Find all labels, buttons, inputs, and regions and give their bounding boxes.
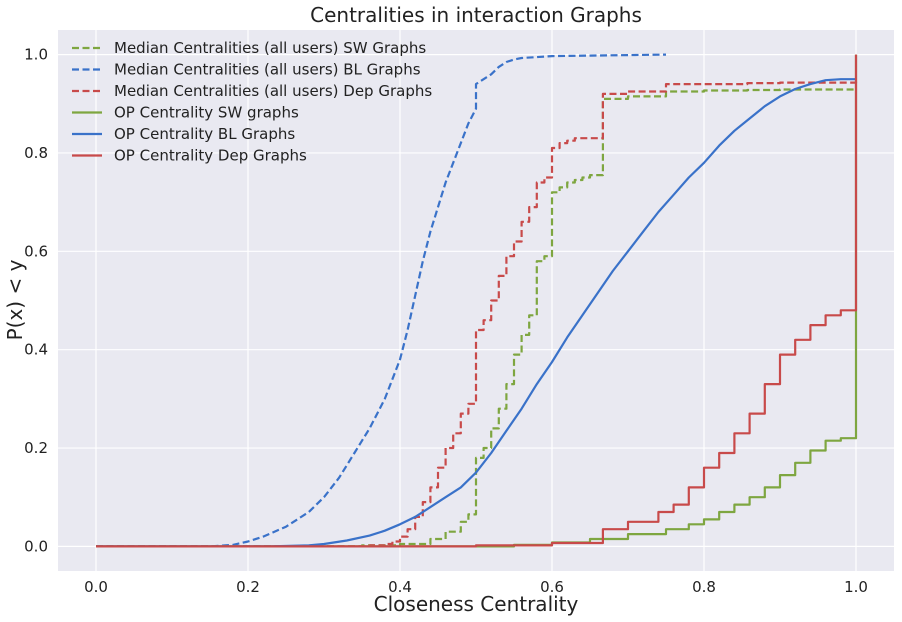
chart-title: Centralities in interaction Graphs: [310, 3, 642, 27]
legend-label: Median Centralities (all users) BL Graph…: [114, 61, 421, 79]
y-tick-label: 0.4: [24, 341, 48, 359]
x-tick-label: 0.6: [540, 578, 564, 596]
legend-label: OP Centrality BL Graphs: [114, 125, 295, 143]
legend-label: OP Centrality Dep Graphs: [114, 147, 307, 165]
x-tick-label: 1.0: [844, 578, 868, 596]
y-tick-labels: 0.0 0.2 0.4 0.6 0.8 1.0: [24, 46, 48, 556]
x-axis-title: Closeness Centrality: [374, 592, 579, 616]
series-line-3: [96, 81, 858, 548]
x-tick-label: 0.2: [236, 578, 260, 596]
x-tick-label: 0.0: [84, 578, 108, 596]
series-line-6: [96, 54, 858, 548]
x-tick-labels: 0.0 0.2 0.4 0.6 0.8 1.0: [84, 578, 868, 596]
y-tick-label: 0.6: [24, 242, 48, 260]
grid: [58, 30, 894, 571]
y-tick-label: 0.0: [24, 537, 48, 555]
series-layer: [96, 53, 858, 548]
y-axis-title: P(x) < y: [3, 259, 27, 340]
x-tick-label: 0.4: [388, 578, 412, 596]
series-line-1: [96, 88, 858, 548]
y-tick-label: 1.0: [24, 46, 48, 64]
legend: Median Centralities (all users) SW Graph…: [72, 39, 432, 165]
legend-label: Median Centralities (all users) SW Graph…: [114, 39, 426, 57]
legend-label: Median Centralities (all users) Dep Grap…: [114, 82, 432, 100]
y-tick-label: 0.2: [24, 439, 48, 457]
legend-label: OP Centrality SW graphs: [114, 104, 299, 122]
series-line-5: [96, 78, 856, 548]
series-line-2: [96, 53, 667, 548]
y-tick-label: 0.8: [24, 144, 48, 162]
x-tick-label: 0.8: [692, 578, 716, 596]
